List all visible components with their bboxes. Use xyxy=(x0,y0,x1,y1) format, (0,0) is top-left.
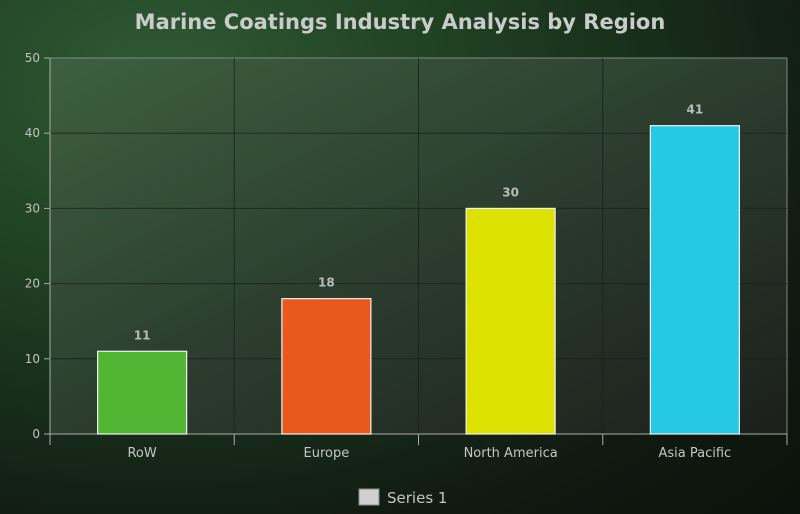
bar-north-america[interactable] xyxy=(465,207,556,435)
bar-row[interactable] xyxy=(97,350,188,435)
chart-title: Marine Coatings Industry Analysis by Reg… xyxy=(135,10,666,34)
data-label: 41 xyxy=(687,103,704,117)
bar-europe[interactable] xyxy=(281,298,372,435)
y-tick-label: 30 xyxy=(25,201,40,215)
y-tick-label: 20 xyxy=(25,277,40,291)
y-tick-label: 50 xyxy=(25,51,40,65)
x-category-label: North America xyxy=(464,446,558,461)
bars xyxy=(97,125,740,435)
y-tick-label: 40 xyxy=(25,126,40,140)
bar-asia-pacific[interactable] xyxy=(649,125,740,435)
x-category-label: RoW xyxy=(127,446,156,461)
data-label: 30 xyxy=(502,185,519,199)
legend-label-series-1[interactable]: Series 1 xyxy=(387,489,447,507)
data-label: 11 xyxy=(134,328,151,342)
x-category-label: Asia Pacific xyxy=(659,446,732,461)
axes: 0 10 20 30 40 50 RoW Europe North America Asia Pa… xyxy=(25,51,788,461)
legend-swatch-series-1[interactable] xyxy=(358,488,380,506)
y-tick-label: 0 xyxy=(32,427,40,441)
legend[interactable]: Series 1 xyxy=(358,488,447,507)
y-tick-label: 10 xyxy=(25,352,40,366)
data-label: 18 xyxy=(318,276,335,290)
data-labels: 11 18 30 41 xyxy=(134,103,703,343)
x-category-label: Europe xyxy=(304,446,350,461)
